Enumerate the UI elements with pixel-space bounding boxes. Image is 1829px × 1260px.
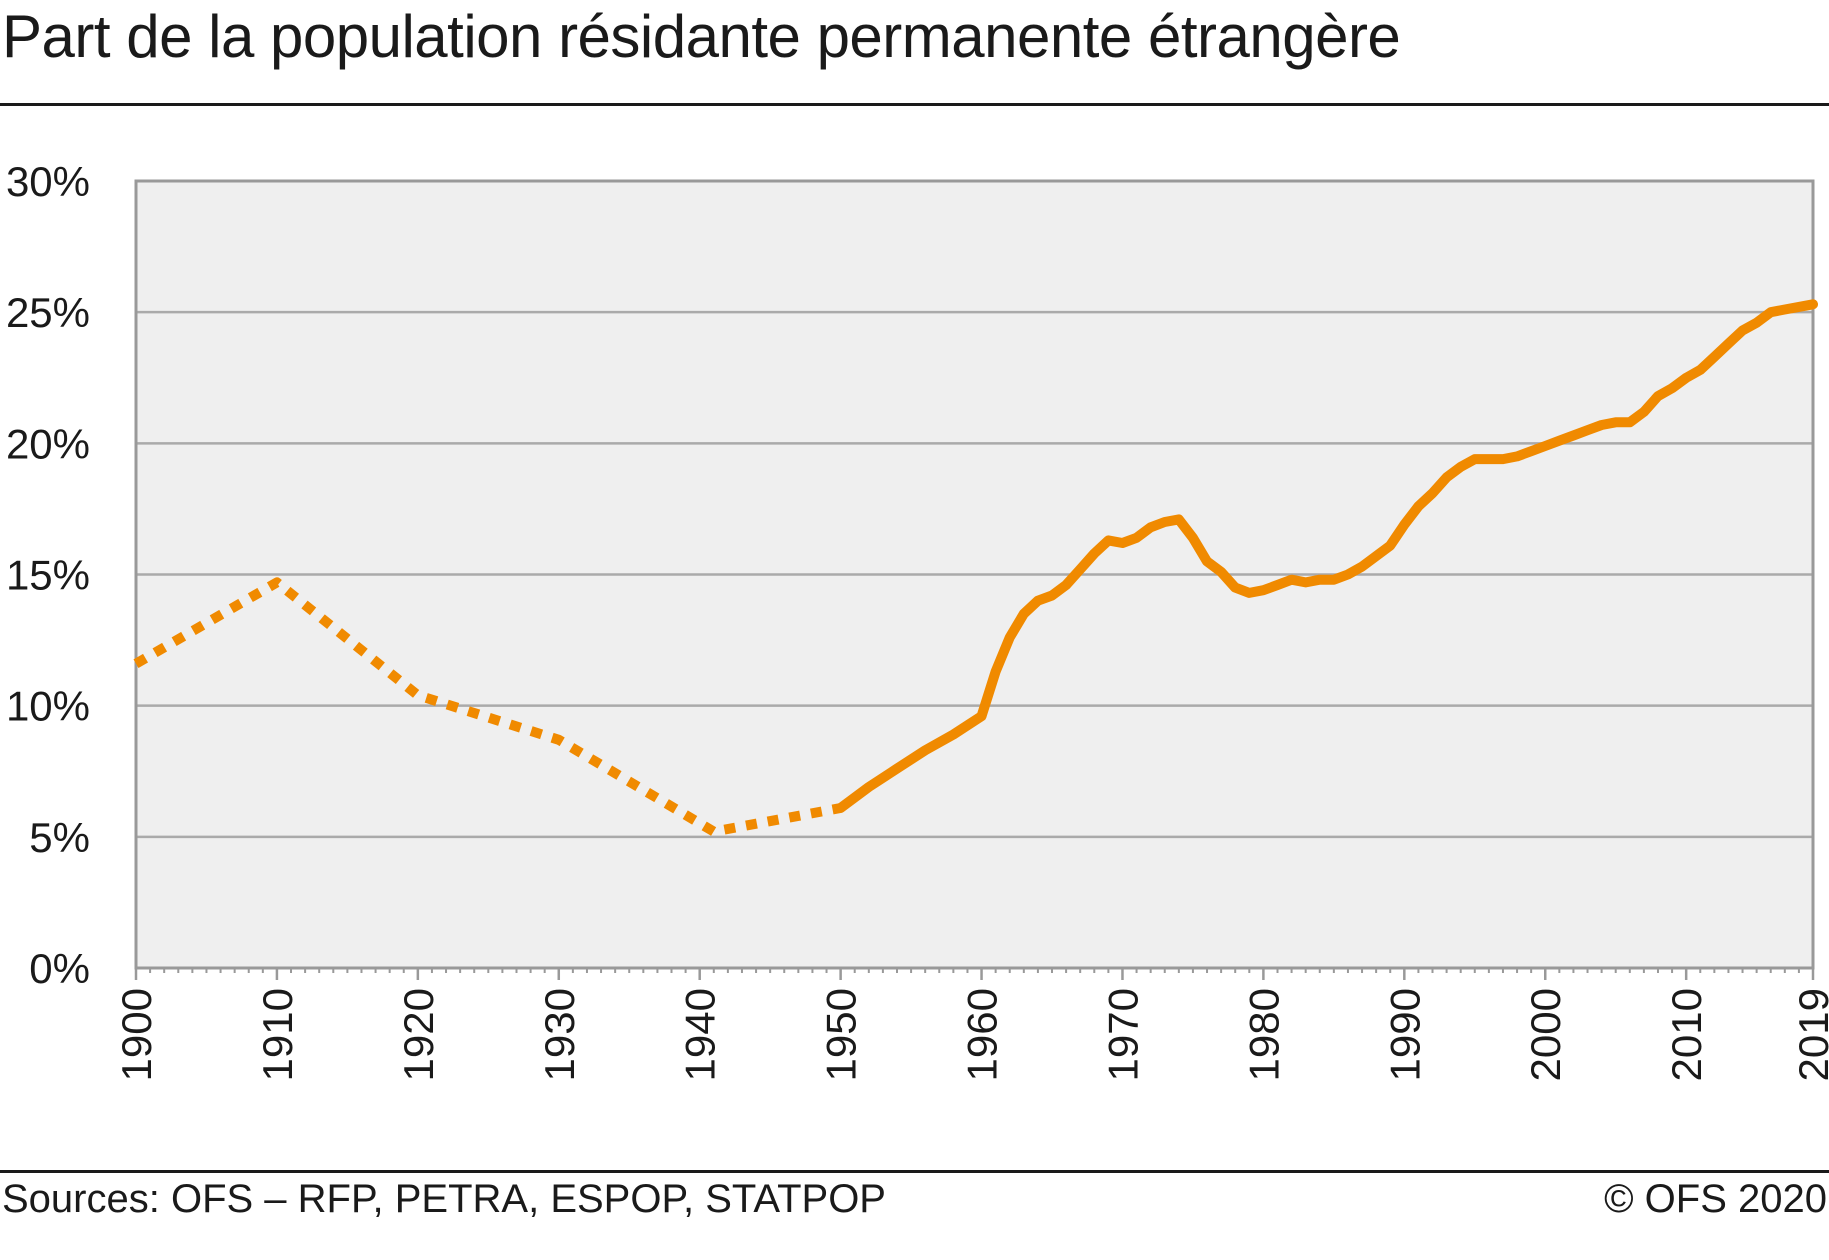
- chart-title: Part de la population résidante permanen…: [2, 3, 1401, 70]
- y-tick-label: 5%: [29, 814, 90, 861]
- x-tick-label: 1940: [677, 988, 724, 1081]
- x-tick-label: 2019: [1790, 988, 1829, 1081]
- y-tick-label: 0%: [29, 945, 90, 992]
- x-tick-label: 1950: [818, 988, 865, 1081]
- y-tick-label: 20%: [6, 420, 90, 467]
- x-tick-label: 1970: [1099, 988, 1146, 1081]
- x-tick-label: 1910: [254, 988, 301, 1081]
- y-tick-label: 10%: [6, 683, 90, 730]
- series-line-solid: [835, 299, 1818, 813]
- x-tick-label: 1980: [1240, 988, 1287, 1081]
- y-axis: 0% 5% 10% 15% 20% 25% 30%: [6, 158, 90, 992]
- x-axis-ticks: [134, 968, 1815, 980]
- y-tick-label: 15%: [6, 552, 90, 599]
- x-axis: 1900 1910 1920 1930 1940 1950 1960 1970 1980 1990…: [113, 988, 1829, 1081]
- x-tick-label: 2000: [1522, 988, 1569, 1081]
- series-group: [133, 299, 1818, 837]
- x-tick-label: 1930: [536, 988, 583, 1081]
- gridlines: [136, 310, 1813, 839]
- source-note: Sources: OFS – RFP, PETRA, ESPOP, STATPO…: [2, 1177, 886, 1221]
- top-divider: [0, 103, 1829, 106]
- x-tick-label: 1990: [1381, 988, 1428, 1081]
- bottom-divider: [0, 1170, 1829, 1173]
- series-line-dotted: [133, 577, 842, 837]
- plot-frame: [134, 179, 1815, 970]
- x-tick-label: 1900: [113, 988, 160, 1081]
- y-tick-label: 30%: [6, 158, 90, 205]
- x-tick-label: 1960: [959, 988, 1006, 1081]
- x-tick-label: 1920: [395, 988, 442, 1081]
- x-tick-label: 2010: [1663, 988, 1710, 1081]
- copyright-note: © OFS 2020: [1604, 1177, 1827, 1221]
- y-tick-label: 25%: [6, 289, 90, 336]
